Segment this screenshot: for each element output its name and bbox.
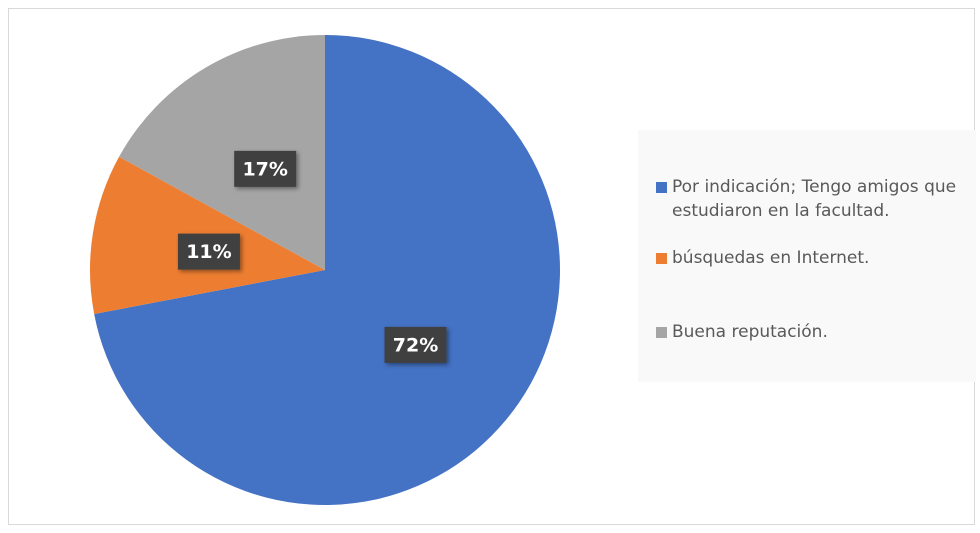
legend-swatch <box>656 253 667 264</box>
legend-swatch <box>656 327 667 338</box>
legend-swatch <box>656 182 667 193</box>
pie-slice <box>94 35 560 505</box>
legend-label: búsquedas en Internet. <box>672 248 870 268</box>
legend-item: búsquedas en Internet. <box>656 246 972 270</box>
legend: Por indicación; Tengo amigos que estudia… <box>638 130 976 382</box>
data-label-box <box>234 150 297 187</box>
pie-slice <box>119 35 325 270</box>
data-label: 17% <box>242 158 287 180</box>
data-label: 11% <box>186 241 231 263</box>
legend-label: Buena reputación. <box>672 322 828 342</box>
legend-label: Por indicación; Tengo amigos que estudia… <box>672 177 957 221</box>
data-label-box <box>384 326 447 363</box>
data-label-box <box>177 233 240 270</box>
data-label: 72% <box>393 334 438 356</box>
legend-item: Buena reputación. <box>656 320 972 344</box>
legend-item: Por indicación; Tengo amigos que estudia… <box>656 175 972 223</box>
